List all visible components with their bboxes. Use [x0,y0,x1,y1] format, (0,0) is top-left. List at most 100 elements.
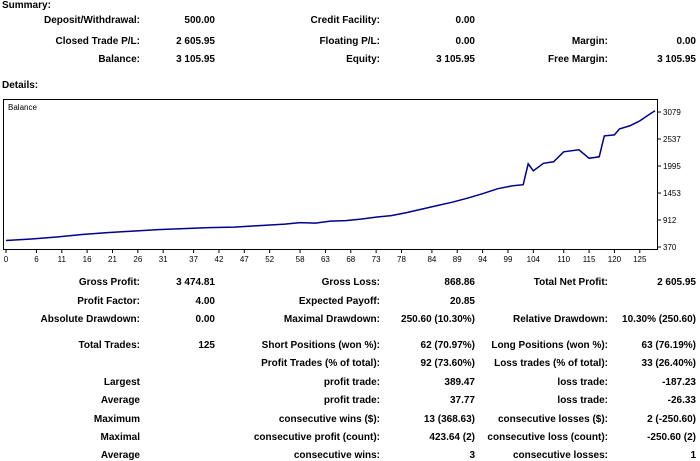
chart-title: Balance [8,103,37,112]
details-value: 3 [469,450,475,461]
details-label: consecutive losses ($): [497,414,608,425]
balance-series-line [5,110,656,242]
details-value: 2 (-250.60) [647,414,696,425]
details-label: profit trade: [323,395,380,406]
details-label: consecutive wins ($): [278,414,380,425]
details-label: Short Positions (won %): [261,340,380,351]
details-value: 13 (368.63) [423,414,475,425]
x-tick-label: 73 [372,255,381,264]
x-tick-label: 89 [453,255,462,264]
summary-value: 3 105.95 [436,54,475,65]
summary-value: 0.00 [676,36,696,47]
details-label: Long Positions (won %): [491,340,608,351]
details-value: 2 605.95 [657,277,696,288]
details-title: Details: [2,80,39,91]
details-value: 10.30% (250.60) [622,314,696,325]
details-value: 92 (73.60%) [420,358,475,369]
details-label: consecutive losses: [512,450,608,461]
x-tick-label: 0 [4,255,9,264]
details-label: Total Net Profit: [533,277,608,288]
x-tick-label: 37 [189,255,198,264]
summary-label: Closed Trade P/L: [55,36,140,47]
y-tick-label: 370 [663,243,677,252]
summary-value: 0.00 [455,15,475,26]
y-tick-label: 3079 [663,108,681,117]
x-tick-label: 63 [321,255,330,264]
summary-label: Free Margin: [547,54,608,65]
details-value: 33 (26.40%) [641,358,696,369]
details-label: Relative Drawdown: [512,314,608,325]
x-tick-label: 99 [504,255,513,264]
details-value: 423.64 (2) [429,432,475,443]
details-label: Maximal [100,432,140,443]
details-label: Loss trades (% of total): [494,358,608,369]
details-value: 3 474.81 [176,277,215,288]
summary-title: Summary: [2,0,51,11]
details-label: consecutive wins: [293,450,380,461]
x-tick-label: 115 [583,255,596,264]
x-tick-label: 120 [608,255,622,264]
x-tick-label: 58 [296,255,305,264]
x-tick-label: 52 [265,255,274,264]
plot-area [3,99,658,250]
x-tick-label: 26 [133,255,142,264]
details-value: 389.47 [444,377,475,388]
summary-value: 2 605.95 [176,36,215,47]
details-label: loss trade: [557,377,608,388]
details-label: Largest [103,377,140,388]
details-value: -250.60 (2) [647,432,696,443]
details-label: Average [100,450,140,461]
details-value: 1 [690,450,696,461]
summary-label: Deposit/Withdrawal: [43,15,140,26]
balance-chart: Balance 370 912 1453 1995 2537 3079 0 6 11 16 21 2… [3,99,681,264]
summary-label: Equity: [346,54,380,65]
summary-value: 3 105.95 [657,54,696,65]
details-value: 20.85 [449,296,475,307]
summary-value: 0.00 [455,36,475,47]
details-value: 62 (70.97%) [420,340,475,351]
summary-label: Margin: [571,36,608,47]
y-tick-label: 1995 [663,162,681,171]
details-label: Maximal Drawdown: [283,314,380,325]
details-label: Expected Payoff: [298,296,380,307]
x-tick-label: 21 [108,255,117,264]
details-value: 37.77 [449,395,475,406]
x-tick-label: 125 [633,255,647,264]
y-tick-label: 2537 [663,135,681,144]
x-tick-label: 42 [215,255,224,264]
summary-label: Balance: [98,54,140,65]
details-label: Gross Profit: [78,277,140,288]
x-tick-label: 84 [427,255,436,264]
x-tick-label: 78 [397,255,406,264]
summary-value: 3 105.95 [176,54,215,65]
details-label: Total Trades: [78,340,141,351]
x-tick-label: 47 [240,255,249,264]
y-tick-label: 1453 [663,189,681,198]
details-value: 4.00 [195,296,215,307]
details-label: Profit Factor: [77,296,140,307]
y-axis: 370 912 1453 1995 2537 3079 [657,108,681,252]
details-value: 868.86 [444,277,475,288]
x-tick-label: 31 [159,255,168,264]
x-tick-label: 104 [527,255,541,264]
details-value: -26.33 [667,395,696,406]
x-tick-label: 110 [557,255,570,264]
details-label: Gross Loss: [321,277,380,288]
details-label: Maximum [93,414,140,425]
details-label: consecutive loss (count): [487,432,608,443]
details-value: 125 [198,340,215,351]
x-tick-label: 16 [83,255,92,264]
details-label: Average [100,395,140,406]
summary-label: Credit Facility: [310,15,380,26]
details-label: consecutive profit (count): [253,432,380,443]
details-value: 63 (76.19%) [641,340,696,351]
x-tick-label: 6 [34,255,39,264]
x-tick-label: 94 [478,255,487,264]
details-value: 250.60 (10.30%) [401,314,475,325]
x-tick-label: 68 [346,255,355,264]
details-label: loss trade: [557,395,608,406]
y-tick-label: 912 [663,216,677,225]
summary-value: 500.00 [184,15,215,26]
details-label: profit trade: [323,377,380,388]
x-axis: 0 6 11 16 21 26 31 37 42 47 52 58 63 68 73 78 84 89 94 99 10… [4,249,647,264]
